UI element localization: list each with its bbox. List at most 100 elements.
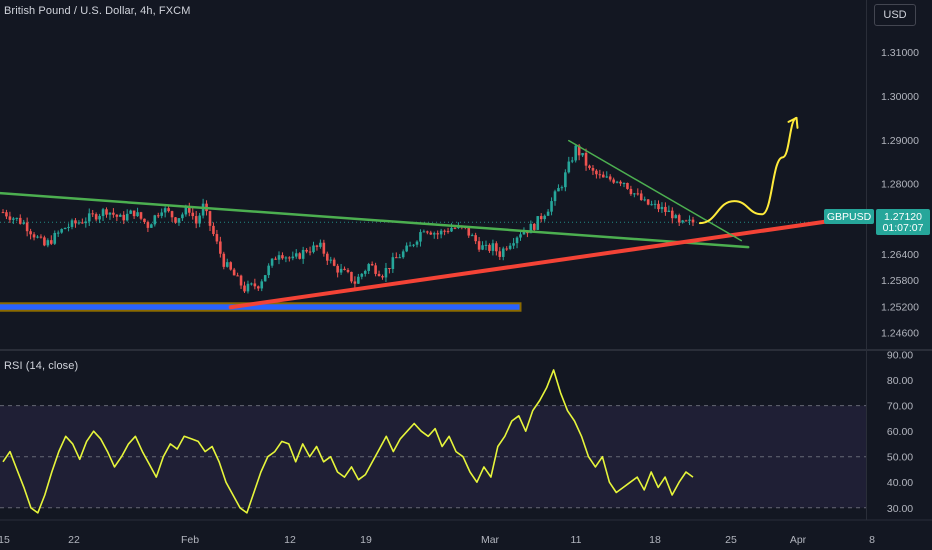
- candle-body: [201, 203, 205, 216]
- candle-body: [412, 244, 415, 246]
- candle-body: [46, 240, 50, 246]
- falling-trend-line[interactable]: [568, 139, 743, 242]
- candle-body: [70, 220, 74, 227]
- candle-body: [550, 201, 553, 212]
- candle-body: [22, 222, 25, 224]
- rsi-tick-label: 30.00: [887, 503, 913, 515]
- candle-body: [194, 216, 198, 224]
- candle-body: [339, 268, 343, 273]
- symbol-badge-bg: [824, 209, 874, 224]
- candle-body: [77, 222, 81, 224]
- rsi-tick-label: 70.00: [887, 401, 913, 413]
- candle-body: [332, 259, 336, 266]
- candle-body: [125, 213, 129, 221]
- time-axis[interactable]: 15 22 Feb 12 19 Mar 11 18 25 Apr 8: [0, 534, 875, 546]
- price-axis[interactable]: 1.31000 1.30000 1.29000 1.28000 1.26400 1.258…: [881, 47, 919, 340]
- candle-body: [522, 231, 526, 235]
- candle-body: [329, 259, 333, 261]
- time-tick-label: 11: [571, 534, 582, 546]
- candle-body: [591, 167, 595, 171]
- candle-body: [239, 275, 243, 286]
- candle-body: [488, 244, 491, 251]
- candle-body: [657, 203, 660, 210]
- candle-body: [108, 212, 112, 215]
- rsi-tick-label: 50.00: [887, 452, 913, 464]
- time-tick-label: 19: [360, 534, 372, 546]
- candle-body: [515, 237, 519, 244]
- rsi-tick-label: 40.00: [887, 477, 913, 489]
- candle-body: [388, 267, 391, 270]
- candle-body: [12, 218, 15, 220]
- candle-body: [377, 273, 381, 277]
- candle-body: [484, 244, 488, 246]
- candle-body: [274, 258, 277, 260]
- candle-body: [32, 234, 36, 238]
- candle-body: [326, 253, 329, 261]
- candle-body: [615, 181, 619, 183]
- projection-arrowhead[interactable]: [787, 116, 799, 129]
- price-tick-label: 1.28000: [881, 179, 919, 191]
- support-trend-line[interactable]: [228, 218, 833, 310]
- last-price-tag-bg: [876, 209, 930, 235]
- candle-body: [536, 216, 540, 230]
- symbol-title[interactable]: British Pound / U.S. Dollar, 4h, FXCM: [4, 5, 191, 17]
- candle-body: [191, 212, 195, 217]
- candle-body: [602, 174, 605, 178]
- candle-body: [167, 208, 170, 212]
- candle-body: [74, 220, 77, 224]
- candle-body: [436, 233, 439, 235]
- trendlines[interactable]: [0, 139, 833, 310]
- candle-body: [470, 235, 474, 237]
- candle-body: [370, 264, 374, 266]
- candle-body: [588, 165, 591, 168]
- symbol-badge: GBPUSD: [827, 211, 872, 223]
- candle-body: [374, 265, 377, 274]
- candle-body: [639, 193, 643, 201]
- candle-body: [132, 210, 136, 217]
- price-tick-label: 1.30000: [881, 91, 919, 103]
- candle-body: [519, 234, 522, 238]
- candle-body: [508, 245, 512, 249]
- candle-body: [322, 242, 326, 254]
- candle-body: [308, 251, 312, 253]
- candle-body: [319, 242, 322, 247]
- candle-body: [443, 230, 446, 232]
- candle-body: [291, 256, 295, 259]
- time-tick-label: 15: [0, 534, 10, 546]
- candle-body: [505, 248, 508, 250]
- rsi-title[interactable]: RSI (14, close): [4, 360, 79, 372]
- projection-arrow[interactable]: [698, 116, 799, 225]
- candle-body: [429, 232, 433, 235]
- candle-body: [25, 222, 29, 232]
- candle-body: [270, 258, 274, 266]
- candle-body: [636, 193, 640, 195]
- projection-path[interactable]: [698, 116, 798, 225]
- bar-countdown: 01:07:07: [883, 222, 924, 234]
- candle-body: [501, 248, 505, 257]
- candle-body: [529, 223, 533, 234]
- candle-body: [598, 174, 602, 176]
- candle-body: [643, 199, 646, 201]
- candle-body: [395, 257, 398, 259]
- candle-body: [36, 236, 39, 238]
- candle-body: [564, 172, 567, 188]
- currency-button[interactable]: USD: [874, 4, 916, 26]
- candle-body: [119, 214, 122, 217]
- candle-body: [181, 214, 184, 219]
- time-tick-label: Apr: [790, 534, 807, 546]
- candle-body: [539, 216, 543, 220]
- upper-trend-line[interactable]: [0, 191, 750, 249]
- candle-body: [250, 283, 253, 285]
- rsi-tick-label: 90.00: [887, 350, 913, 362]
- time-tick-label: Mar: [481, 534, 500, 546]
- candle-body: [267, 265, 270, 276]
- rsi-axis[interactable]: 90.00 80.00 70.00 60.00 50.00 40.00 30.00: [887, 350, 913, 515]
- candle-body: [336, 265, 339, 273]
- candle-body: [546, 211, 550, 216]
- rsi-band-area: [0, 405, 866, 509]
- candle-body: [467, 227, 471, 236]
- candle-body: [398, 257, 402, 259]
- candle-body: [136, 212, 139, 217]
- candle-body: [491, 243, 495, 251]
